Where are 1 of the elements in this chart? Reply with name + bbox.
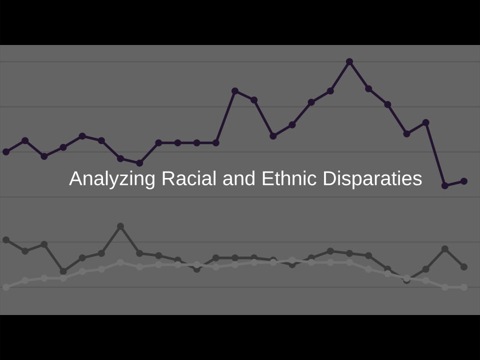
text: Analyzing Racial and Ethnic Disparaties (69, 170, 422, 190)
